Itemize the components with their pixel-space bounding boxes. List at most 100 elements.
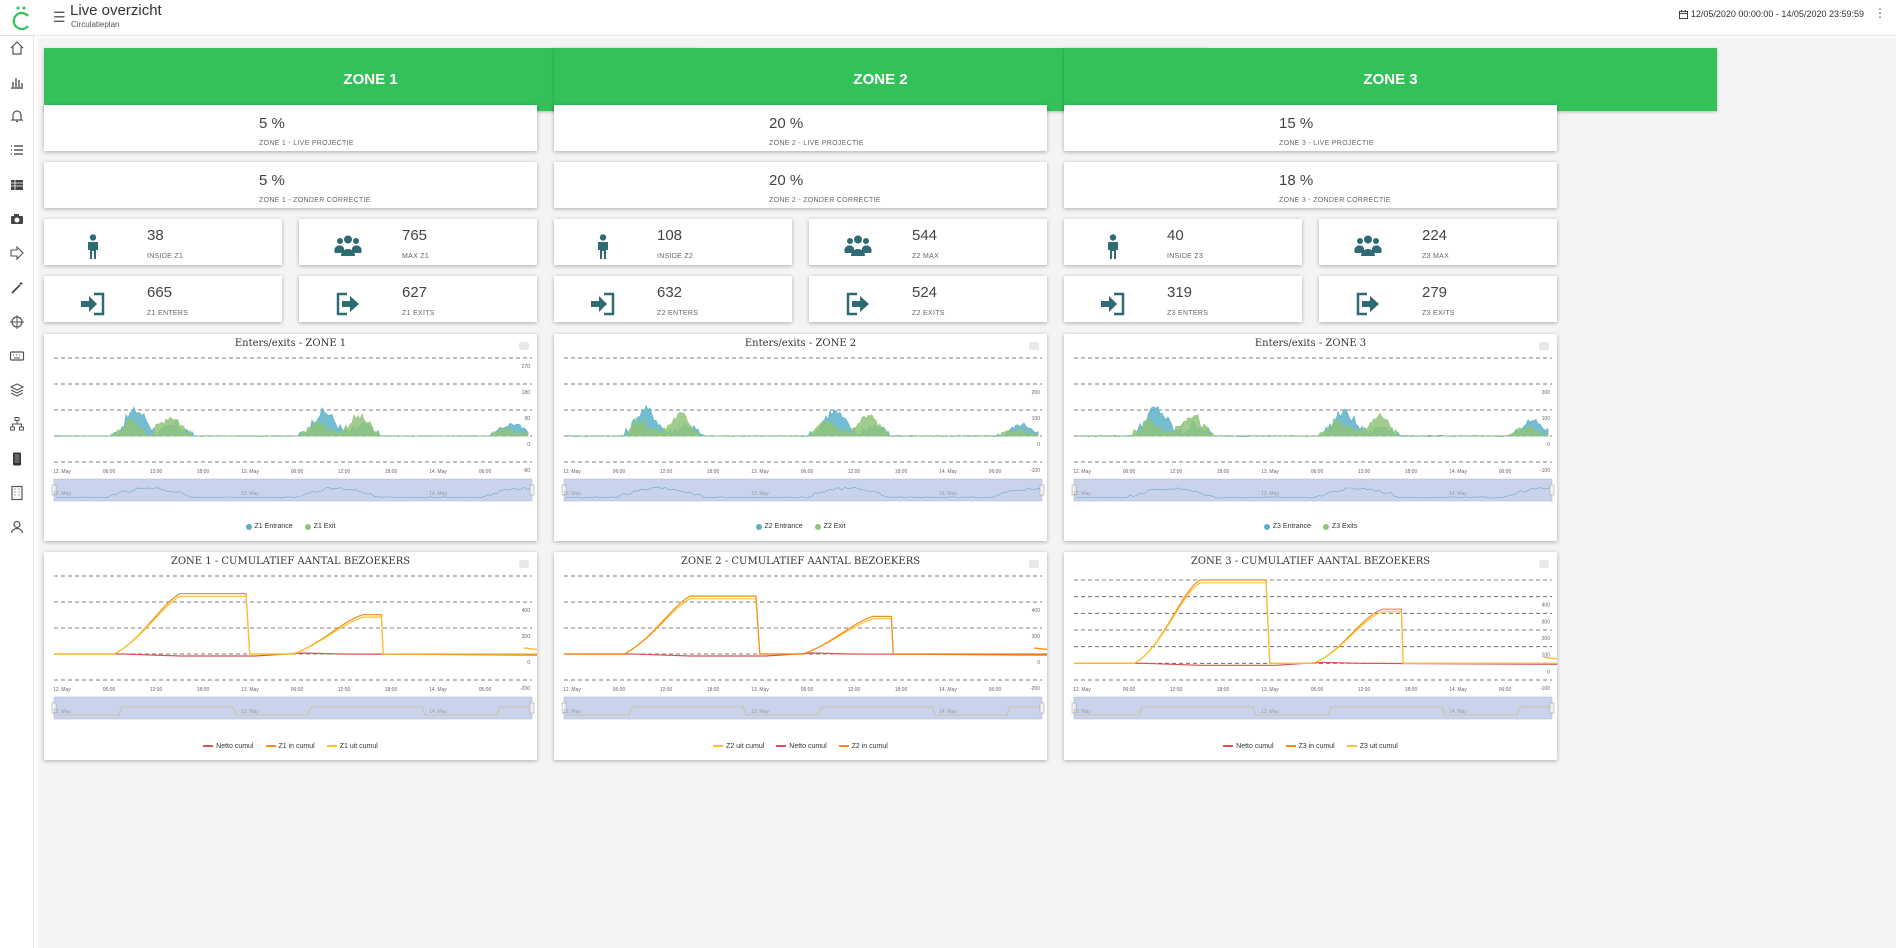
navigator-right-handle[interactable] — [1039, 484, 1045, 496]
app-logo-icon[interactable] — [10, 4, 32, 30]
chart-export-button[interactable] — [519, 560, 529, 568]
legend-item[interactable]: Z3 Entrance — [1263, 523, 1311, 530]
kpi-label: Z1 ENTERS — [147, 310, 189, 317]
more-options-icon[interactable]: ⋮ — [1874, 6, 1886, 20]
legend-label: Netto cumul — [216, 742, 254, 750]
navigator-right-handle[interactable] — [529, 702, 535, 714]
chart-export-button[interactable] — [519, 342, 529, 350]
legend-item[interactable]: Z1 Entrance — [245, 523, 293, 530]
sidebar-item-magic-wand[interactable] — [8, 279, 26, 297]
sidebar-item-tablet[interactable] — [8, 450, 26, 468]
legend-item[interactable]: Z2 Entrance — [755, 523, 803, 530]
y-tick-label: 200 — [1032, 634, 1041, 640]
legend-item[interactable]: Z1 in cumul — [265, 743, 315, 750]
chart-svg[interactable]: 200 100 0 -100 12. May 06:00 12:00 18:00 13. May… — [554, 334, 1047, 541]
navigator-left-handle[interactable] — [561, 702, 567, 714]
navigator-right-handle[interactable] — [1549, 702, 1555, 714]
x-tick-label: 12:00 — [660, 687, 673, 693]
sidebar-item-list[interactable] — [8, 141, 26, 159]
x-tick-label: 18:00 — [1405, 469, 1418, 475]
navigator-left-handle[interactable] — [51, 702, 57, 714]
navigator-series — [566, 706, 1040, 716]
sidebar-item-layers[interactable] — [8, 381, 26, 399]
chart-svg[interactable]: 400 200 0 -200 12. May 06:00 12:00 18:00 13. May… — [554, 552, 1047, 760]
y-tick-label: 90 — [524, 416, 530, 422]
series-line-3[interactable] — [1074, 582, 1557, 664]
legend-item[interactable]: Z3 uit cumul — [1346, 743, 1398, 750]
legend-item[interactable]: Z2 in cumul — [838, 743, 888, 750]
navigator-tick-label: 14. May — [429, 491, 447, 497]
chart-svg[interactable]: 400 300 200 100 0 -100 12. May 06:00 12:00 18:00 1… — [1064, 552, 1557, 760]
x-tick-label: 06:00 — [1499, 469, 1512, 475]
zone-header: ZONE 3 — [1064, 48, 1717, 111]
series-line-3[interactable] — [54, 595, 537, 655]
chart-svg[interactable]: 400 200 0 -200 12. May 06:00 12:00 18:00 13. May… — [44, 552, 537, 760]
x-tick-label: 14. May — [939, 469, 957, 475]
sign-in-icon — [81, 292, 105, 316]
sidebar-item-sitemap[interactable] — [8, 415, 26, 433]
legend-item[interactable]: Z2 uit cumul — [713, 743, 764, 750]
legend-item[interactable]: Z1 Exit — [304, 523, 335, 530]
chart-svg[interactable]: 270 180 90 0 -90 12. May 06:00 12:00 18:00 13. Ma… — [44, 334, 537, 541]
chart-svg[interactable]: 200 100 0 -100 12. May 06:00 12:00 18:00 13. May… — [1064, 334, 1557, 541]
legend-item[interactable]: Z2 Exit — [814, 523, 845, 530]
legend-item[interactable]: Netto cumul — [1223, 743, 1274, 750]
range-navigator[interactable] — [563, 478, 1043, 502]
navigator-left-handle[interactable] — [561, 484, 567, 496]
x-tick-label: 06:00 — [479, 687, 492, 693]
navigator-left-handle[interactable] — [1071, 702, 1077, 714]
range-navigator[interactable] — [563, 696, 1043, 720]
navigator-left-handle[interactable] — [51, 484, 57, 496]
navigator-right-handle[interactable] — [1549, 484, 1555, 496]
legend-item[interactable]: Netto cumul — [203, 742, 254, 750]
legend-item[interactable]: Z3 Exits — [1322, 523, 1357, 530]
series-area-2[interactable] — [567, 411, 1039, 438]
legend-swatch — [776, 745, 787, 747]
range-navigator[interactable] — [53, 696, 533, 720]
series-area-2[interactable] — [1077, 412, 1549, 438]
x-tick-label: 06:00 — [801, 687, 814, 693]
sidebar-item-home[interactable] — [8, 39, 26, 57]
table-icon — [11, 180, 23, 190]
top-bar: ☰ Live overzicht Circulatieplan 12/05/20… — [0, 0, 1896, 36]
navigator-left-handle[interactable] — [1071, 484, 1077, 496]
sign-in-icon — [591, 292, 615, 316]
home-icon — [10, 41, 24, 55]
series-line-2[interactable] — [54, 592, 537, 655]
y-tick-label: 0 — [1547, 442, 1550, 448]
legend-item[interactable]: Z3 in cumul — [1285, 742, 1335, 750]
navigator-series — [56, 706, 530, 716]
chart-export-button[interactable] — [1029, 560, 1039, 568]
sidebar-item-camera[interactable] — [8, 210, 26, 228]
legend-item[interactable]: Z1 uit cumul — [326, 743, 378, 750]
calendar-icon — [1678, 9, 1688, 19]
chart-export-button[interactable] — [1539, 560, 1549, 568]
kpi-label: ZONE 3 - LIVE PROJECTIE — [1279, 140, 1374, 147]
kpi-label: Z2 MAX — [912, 253, 940, 260]
legend-item[interactable]: Netto cumul — [776, 743, 827, 750]
x-tick-label: 12:00 — [660, 469, 673, 475]
sidebar-item-crosshair[interactable] — [8, 313, 26, 331]
chart-export-button[interactable] — [1539, 342, 1549, 350]
navigator-right-handle[interactable] — [529, 484, 535, 496]
sidebar-item-users[interactable] — [8, 518, 26, 536]
series-line-3[interactable] — [564, 595, 1047, 655]
y-tick-label: 100 — [1542, 653, 1551, 659]
range-navigator[interactable] — [1073, 696, 1553, 720]
x-tick-label: 06:00 — [1123, 687, 1136, 693]
hamburger-menu-icon[interactable]: ☰ — [53, 9, 66, 25]
sidebar-item-keyboard[interactable] — [8, 347, 26, 365]
sidebar-item-table[interactable] — [8, 176, 26, 194]
sidebar-item-arrow-forward[interactable] — [8, 244, 26, 262]
chart-export-button[interactable] — [1029, 342, 1039, 350]
series-area-2[interactable] — [57, 412, 529, 437]
sidebar-item-bar-chart[interactable] — [8, 73, 26, 91]
date-range-picker[interactable]: 12/05/2020 00:00:00 - 14/05/2020 23:59:5… — [1678, 9, 1864, 19]
legend-swatch — [1346, 745, 1357, 747]
legend-label: Z3 in cumul — [1298, 742, 1335, 750]
sidebar-item-building[interactable] — [8, 484, 26, 502]
series-line-2[interactable] — [1074, 579, 1557, 664]
sidebar-item-bell[interactable] — [8, 107, 26, 125]
kpi-label: INSIDE Z1 — [147, 253, 184, 260]
navigator-right-handle[interactable] — [1039, 702, 1045, 714]
